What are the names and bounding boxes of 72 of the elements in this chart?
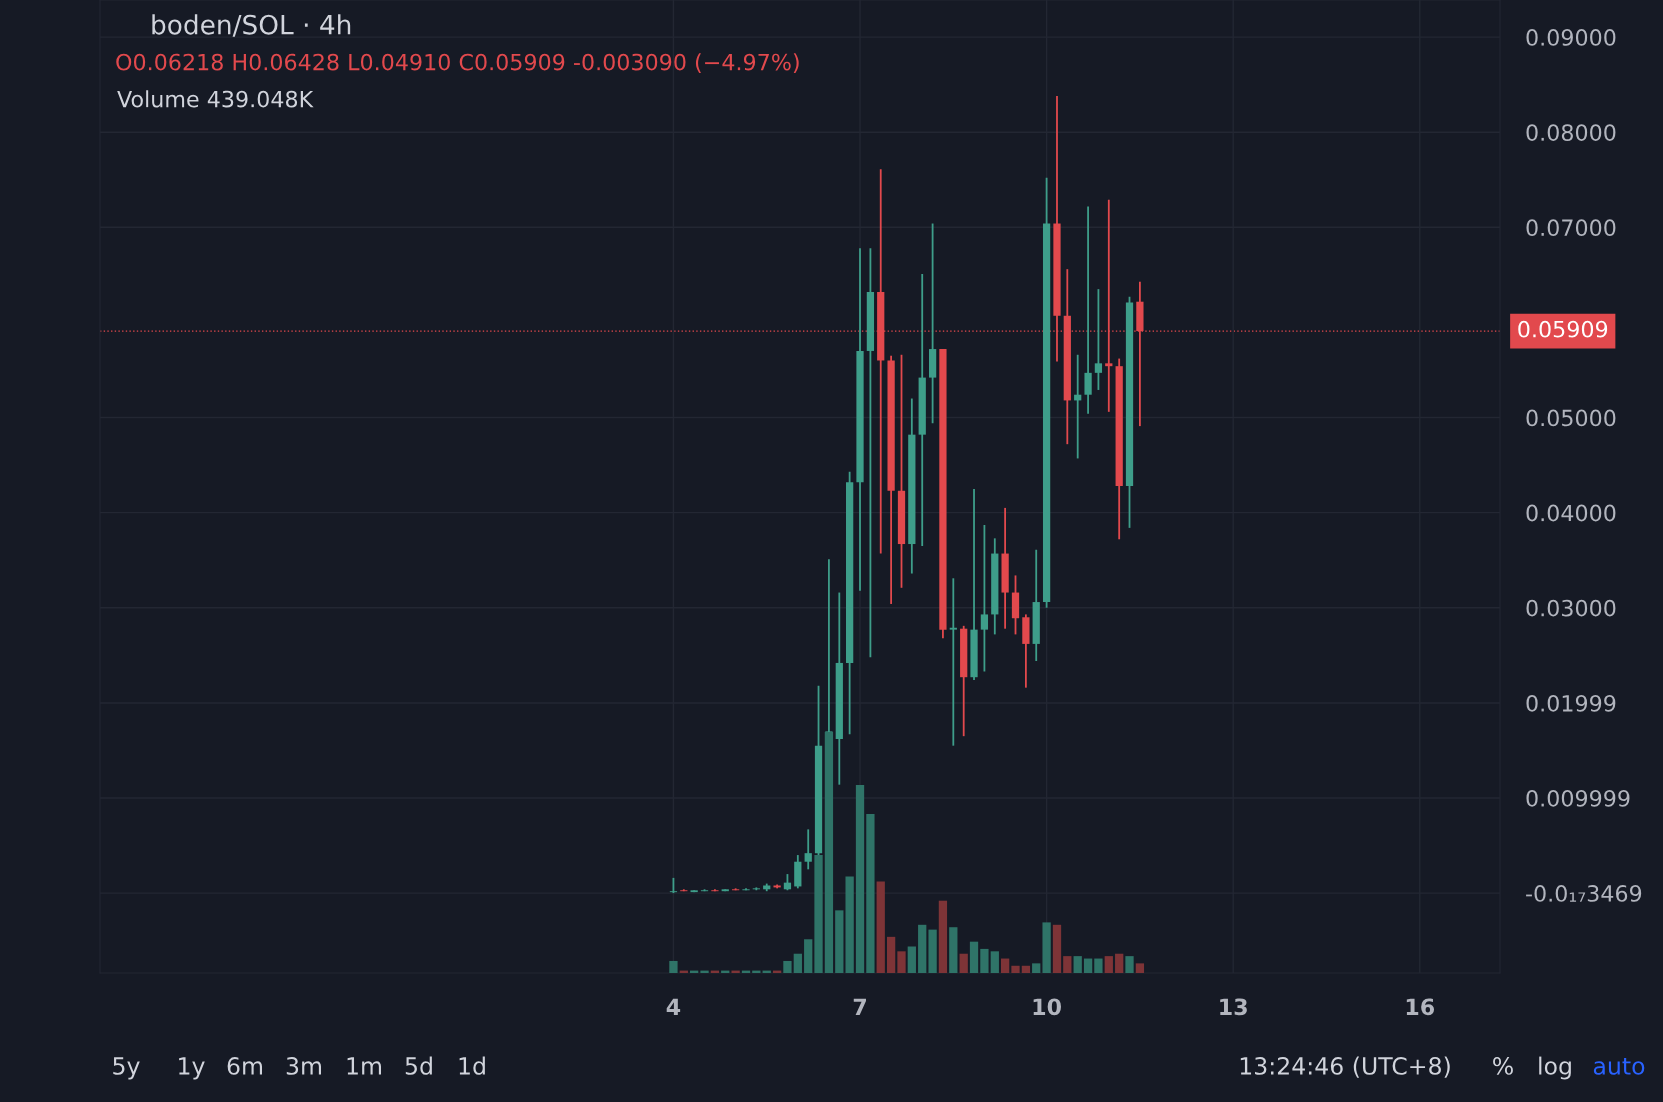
y-tick-label: 0.01999 bbox=[1526, 694, 1616, 712]
bar bbox=[1000, 958, 1010, 973]
bar bbox=[1011, 965, 1020, 973]
candlestick bbox=[949, 577, 957, 747]
bar bbox=[897, 951, 906, 973]
bar bbox=[928, 929, 937, 973]
bar bbox=[804, 939, 813, 973]
x-tick-label: 4 bbox=[666, 998, 681, 1015]
bar bbox=[866, 813, 875, 973]
bar bbox=[918, 924, 927, 973]
bar bbox=[1021, 965, 1031, 973]
y-tick-label: 0.09000 bbox=[1526, 29, 1616, 46]
candlestick bbox=[980, 524, 989, 673]
y-tick-label: 0.04000 bbox=[1526, 504, 1616, 522]
x-tick-label: 13 bbox=[1220, 998, 1247, 1016]
text: 3m bbox=[286, 1056, 322, 1075]
bar bbox=[783, 960, 792, 973]
bar bbox=[938, 900, 948, 973]
bar bbox=[949, 927, 958, 973]
bar bbox=[1032, 963, 1041, 973]
y-tick-label: 0.009999 bbox=[1526, 789, 1630, 807]
x-tick-label: 16 bbox=[1406, 998, 1435, 1016]
text: 5d bbox=[405, 1056, 432, 1075]
text: 1m bbox=[347, 1057, 382, 1075]
y-tick-label: 0.05000 bbox=[1526, 409, 1616, 427]
bar bbox=[959, 953, 968, 973]
y-tick-label: -0.0₁₇3469 bbox=[1526, 885, 1642, 902]
bar bbox=[731, 970, 740, 973]
annotation: Volume 439.048K bbox=[117, 90, 314, 108]
bar bbox=[1125, 956, 1134, 973]
text: 1d bbox=[459, 1056, 485, 1075]
bar bbox=[845, 876, 854, 973]
x-tick-label: 10 bbox=[1033, 998, 1061, 1016]
bar bbox=[835, 910, 844, 973]
bar bbox=[855, 785, 865, 973]
bar bbox=[669, 960, 678, 973]
bar bbox=[1073, 956, 1082, 973]
bar bbox=[1052, 924, 1062, 973]
bar bbox=[1104, 956, 1113, 973]
bar bbox=[1115, 953, 1124, 973]
bar bbox=[1063, 956, 1072, 973]
candlestick bbox=[804, 828, 812, 871]
x-tick-label: 7 bbox=[853, 998, 866, 1015]
bar bbox=[700, 970, 709, 973]
bar bbox=[969, 941, 979, 973]
text: 5y bbox=[113, 1057, 140, 1080]
text: 1y bbox=[179, 1057, 205, 1080]
text: auto bbox=[1593, 1057, 1645, 1075]
bar bbox=[876, 881, 885, 973]
bar bbox=[1083, 958, 1093, 973]
bar bbox=[1135, 963, 1145, 973]
bar bbox=[1042, 922, 1051, 973]
bar bbox=[886, 936, 896, 973]
candlestick bbox=[1105, 198, 1113, 413]
y-tick-label: 0.07000 bbox=[1526, 219, 1616, 237]
y-tick-label: 0.08000 bbox=[1526, 124, 1616, 141]
bar bbox=[793, 953, 802, 973]
text: log bbox=[1539, 1056, 1571, 1080]
ref-line-label: 0.05909 bbox=[1518, 320, 1608, 338]
bar bbox=[980, 948, 989, 973]
y-tick-label: 0.03000 bbox=[1526, 599, 1616, 617]
text: 13:24:46 (UTC+8) bbox=[1240, 1056, 1450, 1078]
bar bbox=[907, 946, 916, 973]
chart-title: boden/SOL · 4h bbox=[152, 14, 351, 37]
candlestick bbox=[1084, 205, 1092, 415]
bar bbox=[990, 951, 999, 973]
bar bbox=[1094, 958, 1103, 973]
candlestick bbox=[1094, 288, 1103, 391]
text: O0.06218 H0.06428 L0.04910 C0.05909 -0.003090 (−4.97%) bbox=[116, 53, 799, 74]
text: 6m bbox=[227, 1056, 263, 1075]
text: % bbox=[1493, 1056, 1513, 1075]
bar bbox=[824, 732, 834, 973]
